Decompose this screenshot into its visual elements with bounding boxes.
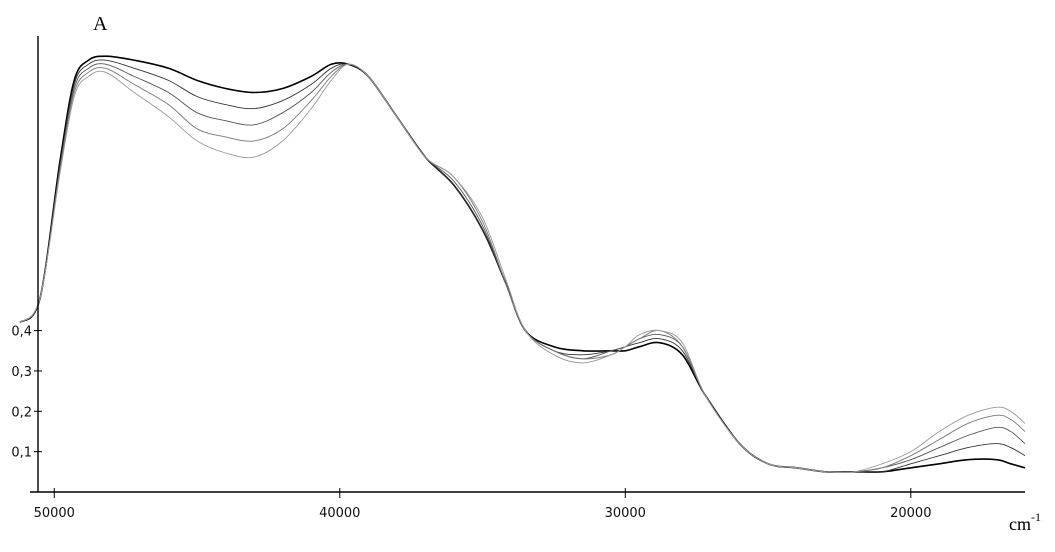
x-axis-unit-base: cm: [1009, 514, 1031, 534]
x-tick-label-3: 30000: [605, 506, 646, 521]
y-tick-label-2: 0,2: [11, 405, 32, 420]
spectrum-line-5: [19, 63, 1026, 474]
spectrum-line-2: [19, 59, 1026, 473]
y-tick-label-1: 0,1: [11, 446, 32, 461]
x-tick-label-2: 40000: [319, 506, 360, 521]
y-tick-label-4: 0,4: [11, 325, 32, 340]
y-tick-label-3: 0,3: [11, 365, 32, 380]
spectrum-lines: [19, 55, 1026, 474]
spectrum-line-3: [19, 63, 1026, 473]
x-tick-label-4: 20000: [890, 506, 931, 521]
x-ticks: 50000 40000 30000 20000: [34, 488, 931, 521]
spectrum-line-4: [19, 63, 1026, 473]
y-axis-title: A: [93, 13, 108, 35]
x-axis-unit: cm-1: [1009, 510, 1041, 534]
x-axis-unit-exponent: -1: [1031, 510, 1041, 524]
y-ticks: 0,1 0,2 0,3 0,4: [11, 325, 42, 461]
x-tick-label-1: 50000: [34, 506, 75, 521]
